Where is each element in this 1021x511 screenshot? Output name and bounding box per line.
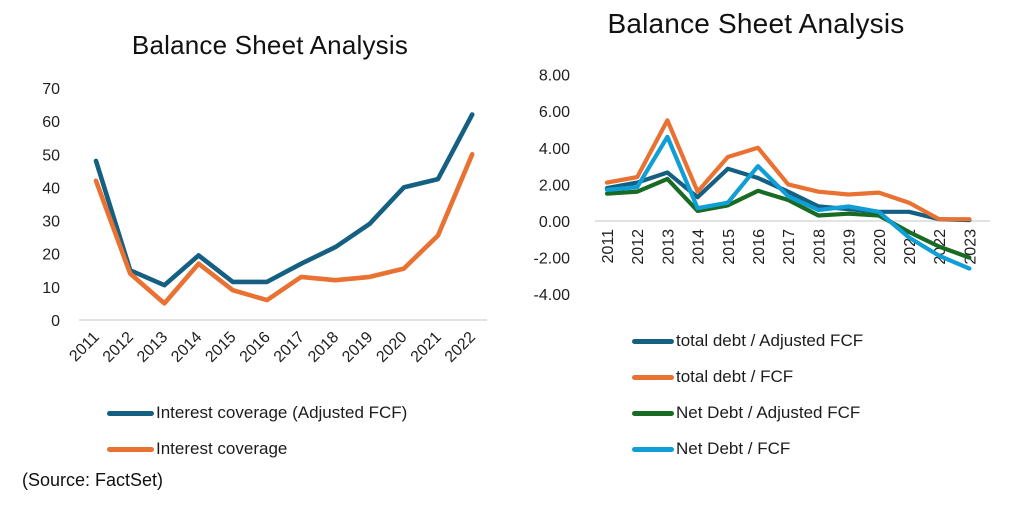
x-axis-tick-label: 2012 [100, 329, 137, 366]
series-line-interest-coverage-adjusted-fcf [93, 112, 475, 288]
series-line-net-debt-fcf [604, 134, 972, 271]
x-axis-tick-label: 2013 [134, 329, 171, 366]
x-axis-tick-label: 2019 [339, 329, 376, 366]
x-axis-tick-label: 2018 [305, 329, 342, 366]
x-axis-tick-label: 2015 [721, 229, 738, 265]
legend-item: total debt / Adjusted FCF [632, 330, 863, 352]
legend-item: Interest coverage [107, 438, 407, 460]
x-axis-tick-label: 2017 [781, 229, 798, 265]
legend-line-swatch [632, 446, 674, 452]
x-axis-tick-label: 2016 [237, 329, 274, 366]
x-axis-tick-label: 2014 [691, 229, 708, 265]
y-axis-tick-label: -2.00 [534, 251, 571, 268]
series-line-net-debt-adjusted-fcf [604, 176, 972, 260]
legend-line-swatch [632, 410, 674, 416]
y-axis-tick-label: 0 [51, 313, 60, 330]
legend-item: Net Debt / Adjusted FCF [632, 402, 863, 424]
y-axis-tick-label: 20 [42, 247, 60, 264]
x-axis-tick-label: 2013 [660, 229, 677, 265]
x-axis-tick-label: 2016 [751, 229, 768, 265]
legend-line-swatch [632, 374, 674, 380]
right-chart-legend: total debt / Adjusted FCF total debt / FC… [632, 330, 863, 474]
left-chart-legend: Interest coverage (Adjusted FCF) Interest… [107, 402, 407, 474]
x-axis-tick-label: 2012 [630, 229, 647, 265]
legend-label: total debt / FCF [676, 367, 794, 386]
right-chart-title: Balance Sheet Analysis [607, 8, 905, 39]
legend-line-swatch [632, 338, 674, 344]
x-axis-tick-label: 2015 [202, 329, 239, 366]
legend-item: Net Debt / FCF [632, 438, 863, 460]
legend-label: total debt / Adjusted FCF [676, 331, 864, 350]
x-axis-tick-label: 2023 [962, 229, 979, 265]
legend-item: total debt / FCF [632, 366, 863, 388]
legend-label: Net Debt / Adjusted FCF [676, 403, 861, 422]
y-axis-tick-label: 30 [42, 214, 60, 231]
y-axis-tick-label: 40 [42, 180, 60, 197]
y-axis-tick-label: 0.00 [539, 214, 570, 231]
y-axis-tick-label: 70 [42, 81, 60, 98]
x-axis-tick-label: 2022 [442, 329, 479, 366]
x-axis-tick-label: 2011 [66, 329, 102, 365]
series-line-total-debt-fcf [604, 118, 972, 222]
series-line-interest-coverage [93, 152, 475, 306]
debt-ratio-plot: 8.00 6.00 4.00 2.00 0.00 -2.00 -4.00 2011 2012 20… [534, 68, 990, 304]
y-axis-tick-label: 8.00 [539, 68, 570, 85]
x-axis-tick-label: 2011 [600, 229, 617, 264]
source-note: (Source: FactSet) [22, 470, 164, 490]
legend-line-swatch [107, 410, 154, 416]
legend-label: Interest coverage [156, 439, 288, 458]
x-axis-tick-label: 2019 [842, 229, 859, 265]
y-axis-tick-label: -4.00 [534, 287, 571, 304]
x-axis-tick-label: 2014 [168, 329, 205, 366]
y-axis-tick-label: 10 [42, 280, 60, 297]
interest-coverage-plot: 7060504030201002011201220132014201520162… [42, 81, 487, 366]
series-line-total-debt-adjusted-fcf [604, 166, 972, 223]
x-axis-tick-label: 2021 [408, 329, 445, 366]
y-axis-tick-label: 6.00 [539, 104, 570, 121]
x-axis-tick-label: 2017 [271, 329, 308, 366]
legend-label: Net Debt / FCF [676, 439, 791, 458]
legend-label: Interest coverage (Adjusted FCF) [156, 403, 408, 422]
y-axis-tick-label: 4.00 [539, 141, 570, 158]
y-axis-tick-label: 60 [42, 114, 60, 131]
x-axis-tick-label: 2020 [872, 229, 889, 265]
x-axis-tick-label: 2020 [373, 329, 410, 366]
left-chart-title: Balance Sheet Analysis [131, 30, 409, 60]
y-axis-tick-label: 50 [42, 147, 60, 164]
x-axis-tick-label: 2018 [811, 229, 828, 265]
legend-item: Interest coverage (Adjusted FCF) [107, 402, 407, 424]
y-axis-tick-label: 2.00 [539, 177, 570, 194]
legend-line-swatch [107, 446, 154, 452]
